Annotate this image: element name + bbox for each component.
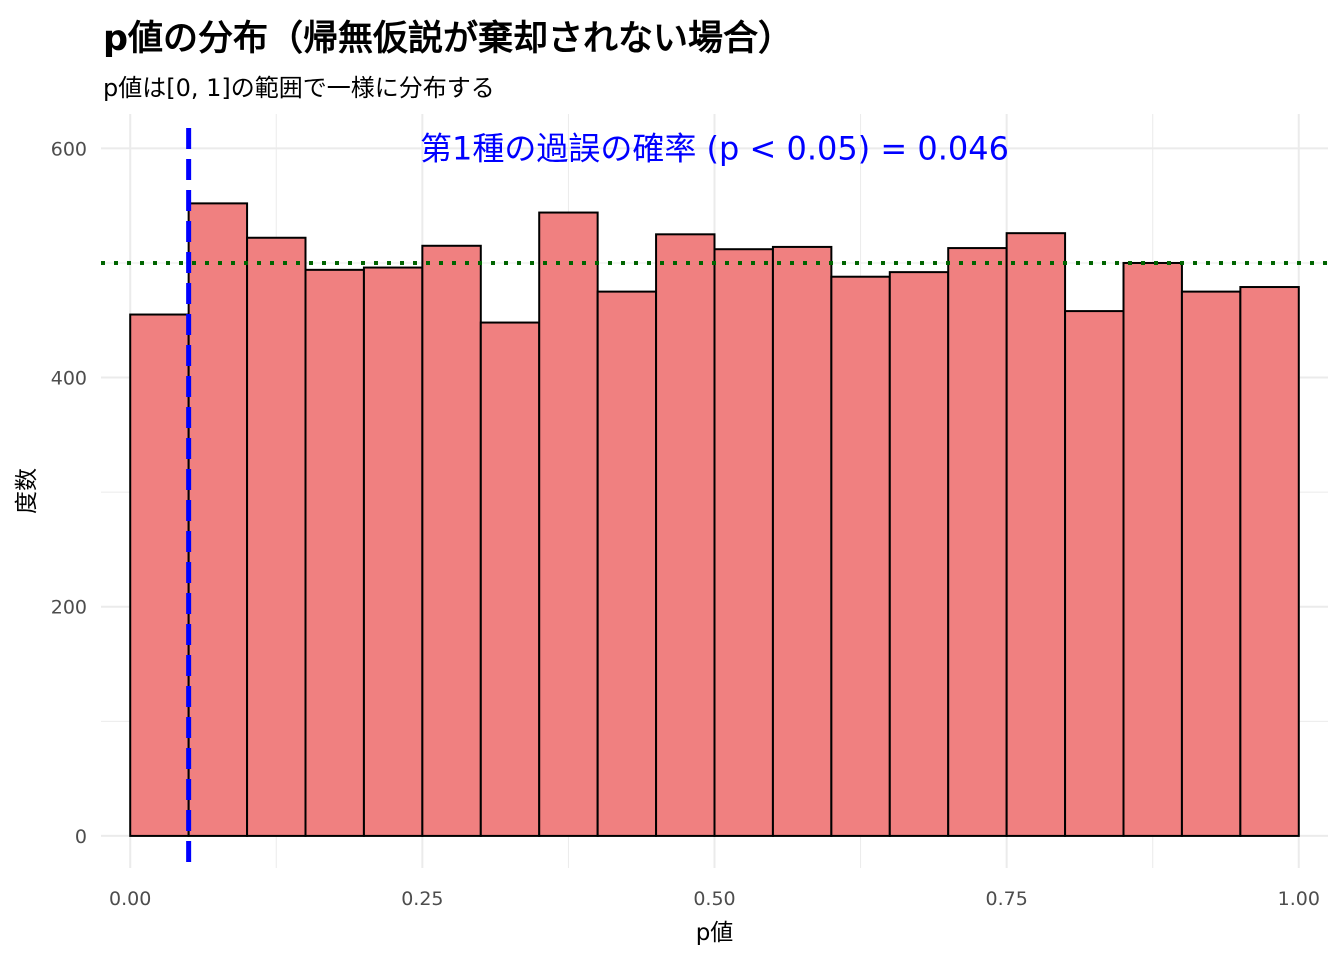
histogram-bars (129, 202, 1300, 837)
histogram-bar (1005, 232, 1067, 837)
chart-title: p値の分布（帰無仮説が棄却されない場合） (103, 19, 794, 59)
histogram-bar (1239, 286, 1300, 837)
histogram-bar (655, 233, 716, 837)
y-tick-label: 600 (51, 138, 87, 160)
y-axis-ticks: 0 200 400 600 (51, 138, 87, 848)
y-axis-title: 度数 (14, 468, 40, 514)
histogram-bar (1180, 290, 1242, 837)
histogram-bar (947, 247, 1008, 837)
x-axis-ticks: 0.00 0.25 0.50 0.75 1.00 (109, 888, 1320, 910)
histogram-bar (304, 268, 365, 837)
x-tick-label: 0.75 (985, 888, 1027, 910)
chart-subtitle: p値は[0, 1]の範囲で一様に分布する (103, 74, 495, 102)
x-tick-label: 1.00 (1278, 888, 1320, 910)
y-tick-label: 200 (51, 597, 87, 619)
histogram-bar (538, 211, 599, 837)
histogram-bar (1064, 310, 1125, 837)
x-tick-label: 0.50 (693, 888, 735, 910)
x-axis-title: p値 (696, 920, 734, 946)
histogram-bar (187, 202, 249, 837)
x-tick-label: 0.00 (109, 888, 151, 910)
histogram-bar (421, 244, 482, 837)
histogram-bar (362, 266, 424, 837)
histogram-bar (596, 290, 658, 837)
y-tick-label: 0 (75, 826, 87, 848)
histogram-bar (129, 313, 190, 837)
histogram-bar (479, 321, 541, 837)
histogram-bar (713, 248, 774, 837)
reference-lines (101, 128, 1328, 872)
histogram-bar (246, 236, 307, 837)
type1-error-annotation: 第1種の過誤の確率 (p < 0.05) = 0.046 (420, 129, 1009, 167)
histogram-bar (830, 275, 891, 837)
y-tick-label: 400 (51, 368, 87, 390)
histogram-bar (888, 271, 950, 837)
histogram-bar (771, 245, 833, 837)
x-tick-label: 0.25 (401, 888, 443, 910)
histogram-bar (1122, 261, 1183, 837)
